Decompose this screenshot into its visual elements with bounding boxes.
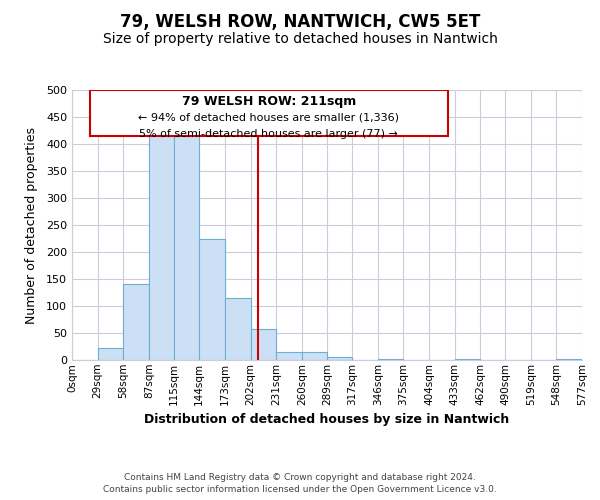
X-axis label: Distribution of detached houses by size in Nantwich: Distribution of detached houses by size … <box>145 413 509 426</box>
Bar <box>123 284 149 360</box>
Bar <box>328 357 352 360</box>
Text: 5% of semi-detached houses are larger (77) →: 5% of semi-detached houses are larger (7… <box>139 129 398 139</box>
Text: Contains HM Land Registry data © Crown copyright and database right 2024.: Contains HM Land Registry data © Crown c… <box>124 472 476 482</box>
FancyBboxPatch shape <box>89 90 448 136</box>
Bar <box>276 352 302 360</box>
Text: ← 94% of detached houses are smaller (1,336): ← 94% of detached houses are smaller (1,… <box>138 113 399 123</box>
Y-axis label: Number of detached properties: Number of detached properties <box>25 126 38 324</box>
Bar <box>173 136 199 360</box>
Text: 79 WELSH ROW: 211sqm: 79 WELSH ROW: 211sqm <box>182 96 356 108</box>
Text: 79, WELSH ROW, NANTWICH, CW5 5ET: 79, WELSH ROW, NANTWICH, CW5 5ET <box>120 12 480 30</box>
Bar <box>378 359 403 360</box>
Bar <box>149 136 173 360</box>
Text: Contains public sector information licensed under the Open Government Licence v3: Contains public sector information licen… <box>103 485 497 494</box>
Text: Size of property relative to detached houses in Nantwich: Size of property relative to detached ho… <box>103 32 497 46</box>
Bar <box>302 352 328 360</box>
Bar <box>98 348 123 360</box>
Bar <box>251 329 276 360</box>
Bar <box>225 298 251 360</box>
Bar <box>199 238 225 360</box>
